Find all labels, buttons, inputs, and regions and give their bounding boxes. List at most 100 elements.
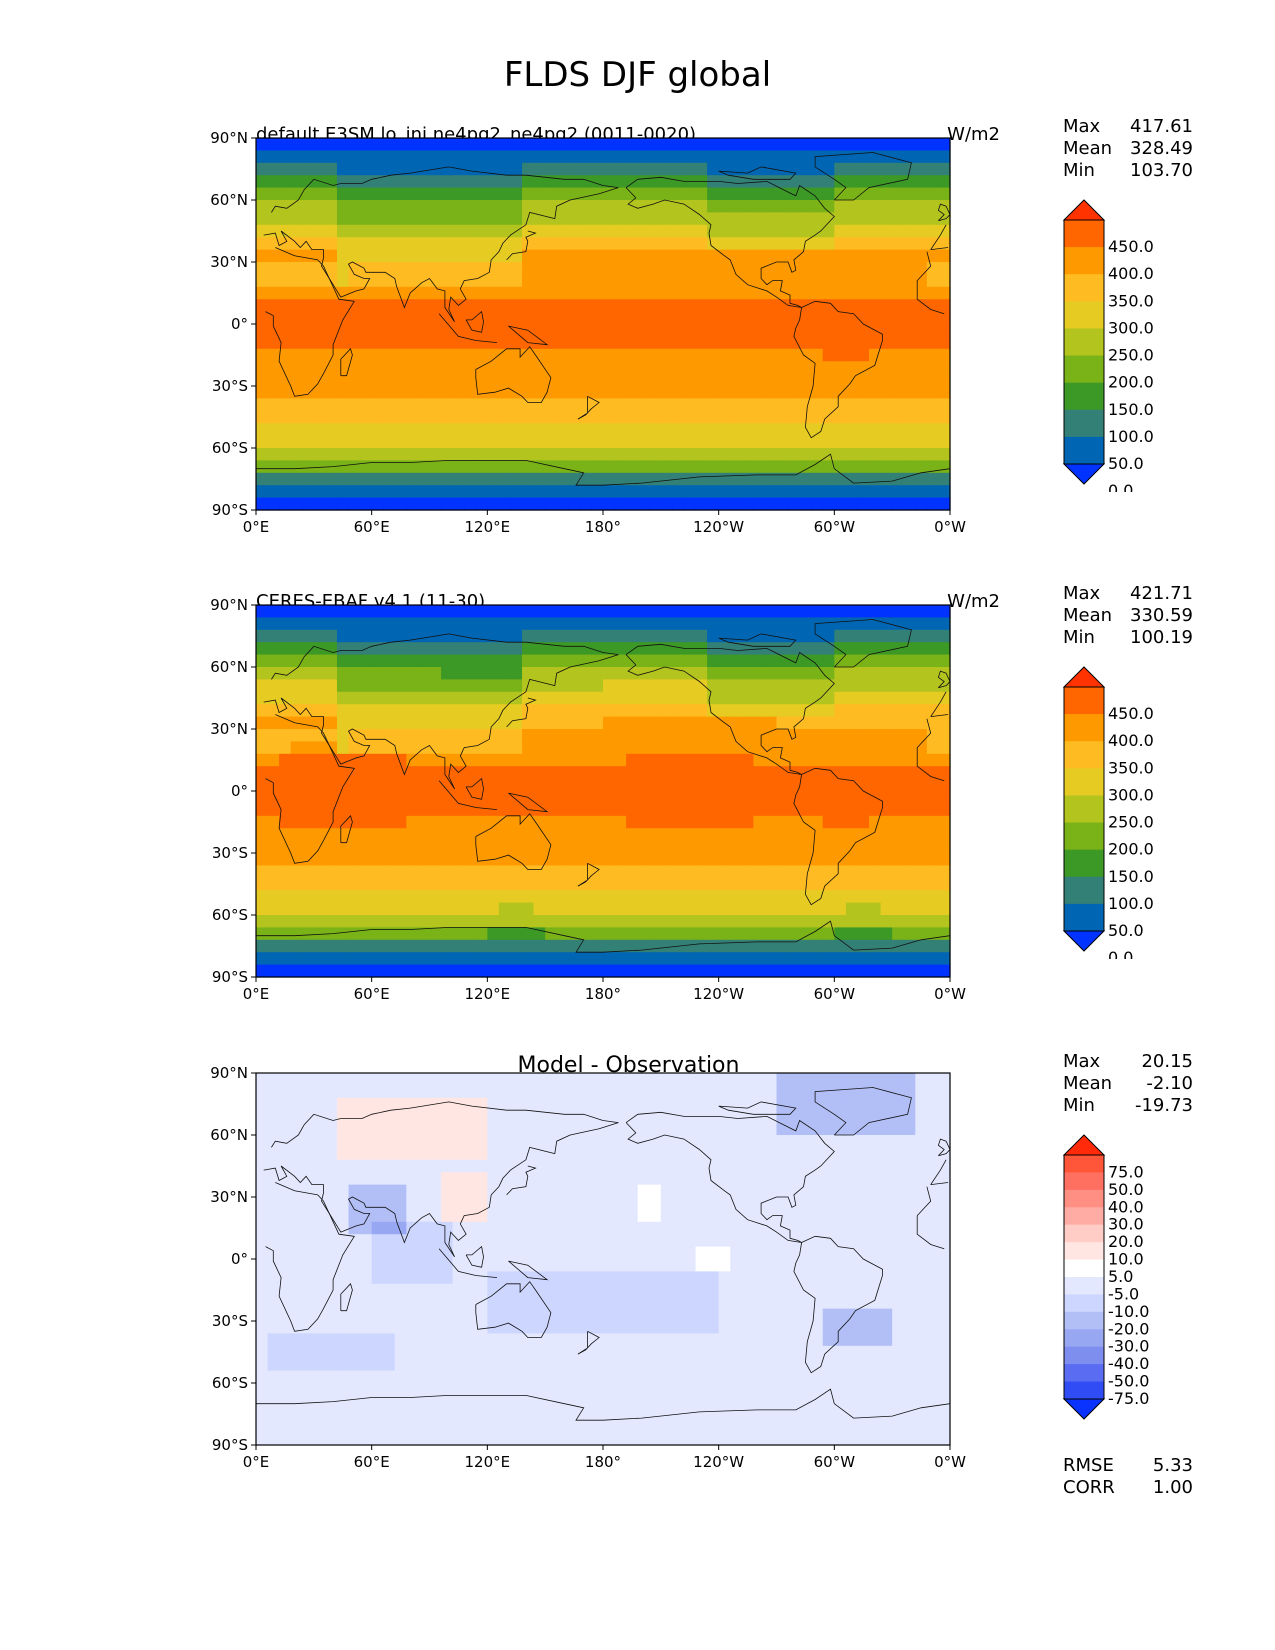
field-cell: [313, 1209, 326, 1223]
field-cell: [880, 691, 893, 705]
field-cell: [302, 237, 315, 251]
field-cell: [452, 1209, 465, 1223]
field-cell: [730, 964, 743, 978]
field-cell: [383, 939, 396, 953]
field-cell: [325, 1370, 338, 1384]
field-cell: [360, 865, 373, 879]
field-cell: [857, 939, 870, 953]
field-cell: [302, 1383, 315, 1396]
field-cell: [336, 1073, 350, 1086]
field-cell: [429, 373, 442, 387]
field-cell: [695, 497, 708, 511]
field-cell: [510, 1420, 523, 1434]
field-cell: [707, 1407, 720, 1421]
field-cell: [730, 249, 743, 263]
field-cell: [938, 224, 951, 238]
field-cell: [741, 175, 754, 189]
field-cell: [603, 803, 616, 817]
field-cell: [290, 865, 303, 879]
field-cell: [660, 361, 673, 375]
field-cell: [302, 952, 315, 966]
field-cell: [383, 1395, 396, 1409]
field-cell: [290, 150, 303, 164]
field-cell: [683, 778, 697, 792]
field-cell: [788, 853, 801, 866]
field-cell: [568, 654, 581, 668]
field-cell: [487, 1085, 500, 1099]
field-cell: [822, 691, 835, 705]
field-cell: [660, 311, 673, 325]
field-cell: [591, 617, 604, 631]
field-cell: [776, 249, 789, 263]
field-cell: [290, 1147, 303, 1161]
field-cell: [522, 485, 535, 499]
field-cell: [614, 1073, 627, 1086]
field-cell: [302, 361, 315, 375]
field-cell: [614, 348, 627, 362]
field-cell: [348, 448, 361, 461]
field-cell: [498, 704, 512, 718]
field-cell: [626, 915, 639, 928]
field-cell: [533, 815, 546, 829]
field-cell: [822, 605, 835, 618]
field-cell: [938, 386, 951, 399]
field-cell: [637, 1407, 650, 1421]
field-cell: [256, 1407, 269, 1421]
field-cell: [510, 902, 523, 916]
field-cell: [637, 691, 650, 705]
field-cell: [475, 877, 488, 891]
field-cell: [510, 1172, 523, 1186]
field-cell: [845, 828, 859, 842]
field-cell: [718, 1085, 731, 1099]
field-cell: [903, 224, 916, 238]
field-cell: [475, 1308, 488, 1322]
field-cell: [487, 778, 500, 792]
field-cell: [522, 1085, 535, 1099]
field-cell: [788, 778, 801, 792]
field-cell: [707, 803, 720, 817]
field-cell: [441, 361, 454, 375]
field-cell: [348, 1296, 361, 1310]
field-cell: [325, 952, 338, 966]
field-cell: [730, 435, 743, 449]
field-cell: [718, 1383, 731, 1396]
field-cell: [672, 448, 685, 461]
field-cell: [903, 138, 916, 151]
field-cell: [487, 865, 500, 879]
field-cell: [325, 1432, 338, 1446]
field-cell: [371, 654, 384, 668]
field-cell: [695, 286, 708, 300]
field-cell: [707, 1147, 720, 1161]
field-cell: [348, 865, 361, 879]
field-cell: [302, 766, 315, 780]
field-cell: [452, 286, 465, 300]
field-cell: [475, 629, 488, 643]
field-cell: [788, 299, 801, 313]
field-cell: [799, 927, 812, 941]
field-cell: [776, 286, 789, 300]
field-cell: [730, 324, 743, 337]
field-cell: [325, 642, 338, 656]
field-cell: [267, 150, 280, 164]
field-cell: [464, 175, 477, 189]
field-cell: [579, 448, 593, 461]
field-cell: [626, 1259, 639, 1272]
field-cell: [267, 1345, 280, 1359]
field-cell: [510, 311, 523, 325]
field-cell: [776, 410, 789, 424]
field-cell: [718, 1370, 731, 1384]
field-cell: [464, 1135, 477, 1148]
field-cell: [406, 1370, 419, 1384]
field-cell: [637, 617, 650, 631]
field-cell: [649, 224, 662, 238]
field-cell: [279, 1370, 292, 1384]
field-cell: [383, 410, 396, 424]
field-cell: [325, 1073, 338, 1086]
field-cell: [383, 1184, 396, 1198]
field-cell: [522, 386, 535, 399]
field-cell: [556, 828, 569, 842]
field-cell: [938, 803, 951, 817]
field-cell: [649, 791, 662, 804]
field-cell: [464, 324, 477, 337]
field-cell: [290, 902, 303, 916]
